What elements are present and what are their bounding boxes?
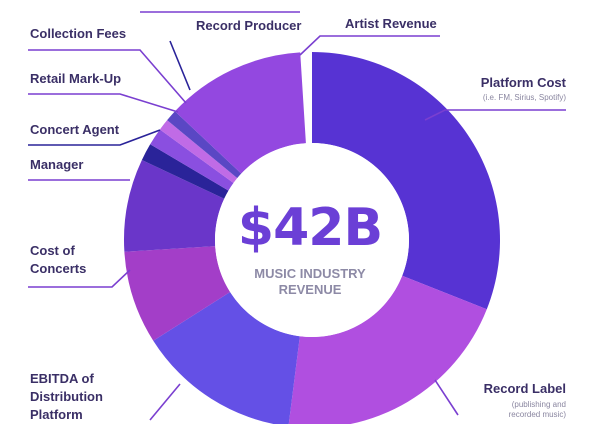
label-record-producer: Record Producer <box>196 18 302 33</box>
label-ebitda-line3: Platform <box>30 407 83 422</box>
label-artist-revenue: Artist Revenue <box>345 16 437 31</box>
leader-line-platform-cost <box>424 109 566 121</box>
label-platform-cost-note: (i.e. FM, Sirius, Spotify) <box>482 93 566 102</box>
leader-line-artist-revenue <box>299 35 440 56</box>
label-record-label-note-2: recorded music) <box>508 410 566 419</box>
slice-platform-cost <box>312 52 500 310</box>
center-caption-line2: REVENUE <box>278 282 342 297</box>
label-cost-of-concerts-line1: Cost of <box>30 243 75 258</box>
label-manager: Manager <box>30 157 84 172</box>
slice-cost-of-concerts <box>124 246 231 341</box>
slice-artist-revenue <box>174 52 306 174</box>
label-ebitda-line2: Distribution <box>30 389 103 404</box>
label-platform-cost: Platform Cost <box>480 75 566 90</box>
label-retail-mark-up: Retail Mark-Up <box>30 71 122 86</box>
slice-record-producer <box>167 111 242 179</box>
leader-line-concert-agent <box>28 129 161 146</box>
leader-line-ebitda <box>149 383 181 421</box>
leader-line-retail-mark-up <box>28 93 179 113</box>
donut-hole <box>215 143 409 337</box>
leader-line-record-label <box>434 379 459 416</box>
label-concert-agent: Concert Agent <box>30 122 120 137</box>
label-record-label-note-1: (publishing and <box>511 400 566 409</box>
label-record-label: Record Label <box>483 381 566 396</box>
label-cost-of-concerts-line2: Concerts <box>30 261 87 276</box>
label-ebitda-line1: EBITDA of <box>30 371 94 386</box>
leader-line-cost-of-concerts <box>28 269 131 288</box>
leader-line-collection-fees <box>28 49 187 104</box>
leader-line-record-producer <box>169 40 191 91</box>
slice-record-label <box>288 275 487 424</box>
slice-ebitda-of-distribution-platform <box>153 291 300 424</box>
label-collection-fees: Collection Fees <box>30 26 127 41</box>
slice-collection-fees <box>159 120 238 183</box>
center-caption-line1: MUSIC INDUSTRY <box>254 266 366 281</box>
center-caption: MUSIC INDUSTRY REVENUE <box>220 266 400 298</box>
slice-retail-mark-up <box>150 129 234 191</box>
center-total-value: $42B <box>237 198 383 258</box>
slice-manager <box>123 159 225 252</box>
slice-concert-agent <box>141 144 229 199</box>
